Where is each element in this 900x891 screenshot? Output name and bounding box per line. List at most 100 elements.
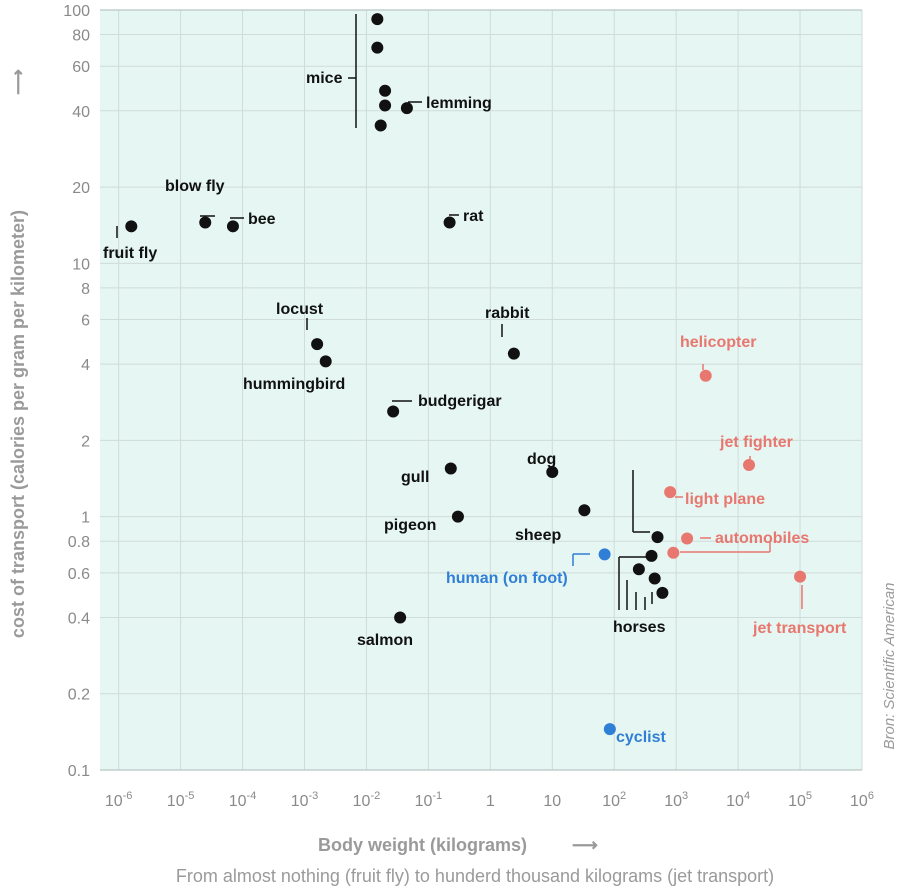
x-tick-label: 103 [664,790,688,810]
x-tick-label: 10-2 [353,790,381,810]
y-tick-label: 8 [81,281,90,298]
data-point [311,338,324,351]
data-point [199,216,212,229]
y-tick-label: 6 [81,313,90,330]
x-tick-label: 106 [850,790,874,810]
x-axis-title: Body weight (kilograms) [318,835,527,855]
data-point [374,119,387,132]
x-tick-label: 10-1 [415,790,443,810]
data-points [125,13,807,736]
data-point [125,220,138,233]
y-tick-label: 0.8 [68,534,90,551]
y-tick-label: 0.1 [68,763,90,780]
data-point [394,611,407,624]
data-point [656,586,669,599]
point-label: blow fly [165,178,225,195]
point-label: pigeon [384,517,436,534]
data-point [443,216,456,229]
x-tick-label: 10-6 [105,790,133,810]
x-tick-label: 10-4 [229,790,257,810]
point-label: jet transport [752,620,847,637]
x-tick-label: 10 [543,793,561,810]
y-axis-title: cost of transport (calories per gram per… [8,210,28,638]
point-label: human (on foot) [446,570,568,587]
point-label: horses [613,619,666,636]
y-tick-label: 0.4 [68,610,90,627]
x-tick-label: 10-3 [291,790,319,810]
data-point [645,549,658,562]
data-point [578,504,591,517]
y-tick-label: 100 [63,3,90,20]
point-label: sheep [515,527,561,544]
data-point [598,548,611,561]
x-axis-arrow: ⟶ [572,835,598,855]
data-point [379,99,392,112]
data-point [444,462,457,475]
point-label: automobiles [715,530,809,547]
data-point [387,405,400,418]
data-point [507,347,520,360]
data-point [681,532,694,545]
data-point [226,220,239,233]
point-label: jet fighter [719,434,793,451]
data-point [794,570,807,583]
annotation-connectors [116,14,803,610]
point-label: mice [306,70,343,87]
data-point [319,355,332,368]
x-tick-label: 1 [486,793,495,810]
point-label: helicopter [680,334,756,351]
y-tick-label: 80 [72,28,90,45]
x-tick-label: 104 [726,790,750,810]
y-tick-label: 60 [72,59,90,76]
point-label: hummingbird [243,376,345,393]
grid-lines [100,9,863,771]
y-tick-label: 0.2 [68,687,90,704]
point-label: budgerigar [418,393,502,410]
y-tick-label: 20 [72,180,90,197]
point-label: fruit fly [103,245,157,262]
point-label: cyclist [616,729,666,746]
point-label: locust [276,301,324,318]
data-point [648,572,661,585]
point-label: lemming [426,95,492,112]
point-label: rabbit [485,305,530,322]
data-point [451,510,464,523]
data-point [743,458,756,471]
data-point [379,84,392,97]
data-point [664,486,677,499]
point-label: bee [248,211,276,228]
y-tick-label: 10 [72,256,90,273]
y-tick-label: 1 [81,510,90,527]
x-tick-label: 105 [788,790,812,810]
point-labels: fruit fly blow fly bee mice lemming rat locust… [103,70,847,746]
y-axis-arrow: ⟶ [8,69,28,95]
y-tick-label: 4 [81,357,90,374]
data-point [699,369,712,382]
x-tick-label: 102 [602,790,626,810]
point-label: rat [463,208,484,225]
x-axis-ticks: 10-6 10-5 10-4 10-3 10-2 10-1 1 10 102 103 104 105 1… [105,790,874,810]
x-tick-label: 10-5 [167,790,195,810]
point-label: salmon [357,632,413,649]
data-point [651,531,664,544]
data-point [371,13,384,26]
point-label: gull [401,469,429,486]
data-point [667,546,680,559]
point-label: dog [527,451,556,468]
y-tick-label: 40 [72,104,90,121]
data-point [546,466,559,479]
y-axis-arrow-group: ⟶ [8,69,28,95]
source-note: Bron: Scientific American [881,582,898,749]
data-point [603,723,616,736]
point-label: light plane [685,491,765,508]
chart-subtitle: From almost nothing (fruit fly) to hunde… [176,866,774,886]
y-axis-title-group: cost of transport (calories per gram per… [8,210,28,638]
data-point [400,102,413,115]
plot-area [100,10,862,770]
data-point [632,563,645,576]
y-tick-label: 2 [81,433,90,450]
data-point [371,41,384,54]
y-axis-ticks: 0.1 0.2 0.4 0.6 0.8 1 2 4 6 8 10 20 40 60 80 100 [63,3,90,780]
y-tick-label: 0.6 [68,566,90,583]
